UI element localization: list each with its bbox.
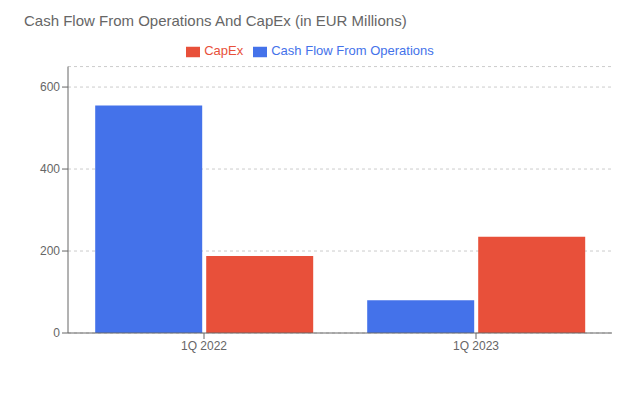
html-text:Cash Flow From Operations And: Cash Flow From Operations And CapEx (in … [24, 12, 407, 29]
svg-text:0: 0 [53, 326, 60, 340]
svg-text:1Q 2022: 1Q 2022 [181, 339, 227, 353]
html-text:Cash Flow From Operations: Cash Flow From Operations [271, 43, 434, 58]
svg-text:400: 400 [40, 162, 60, 176]
html-text:CapEx: CapEx [204, 43, 244, 58]
svg-text:1Q 2023: 1Q 2023 [453, 339, 499, 353]
svg-text:600: 600 [40, 80, 60, 94]
svg-text:200: 200 [40, 244, 60, 258]
